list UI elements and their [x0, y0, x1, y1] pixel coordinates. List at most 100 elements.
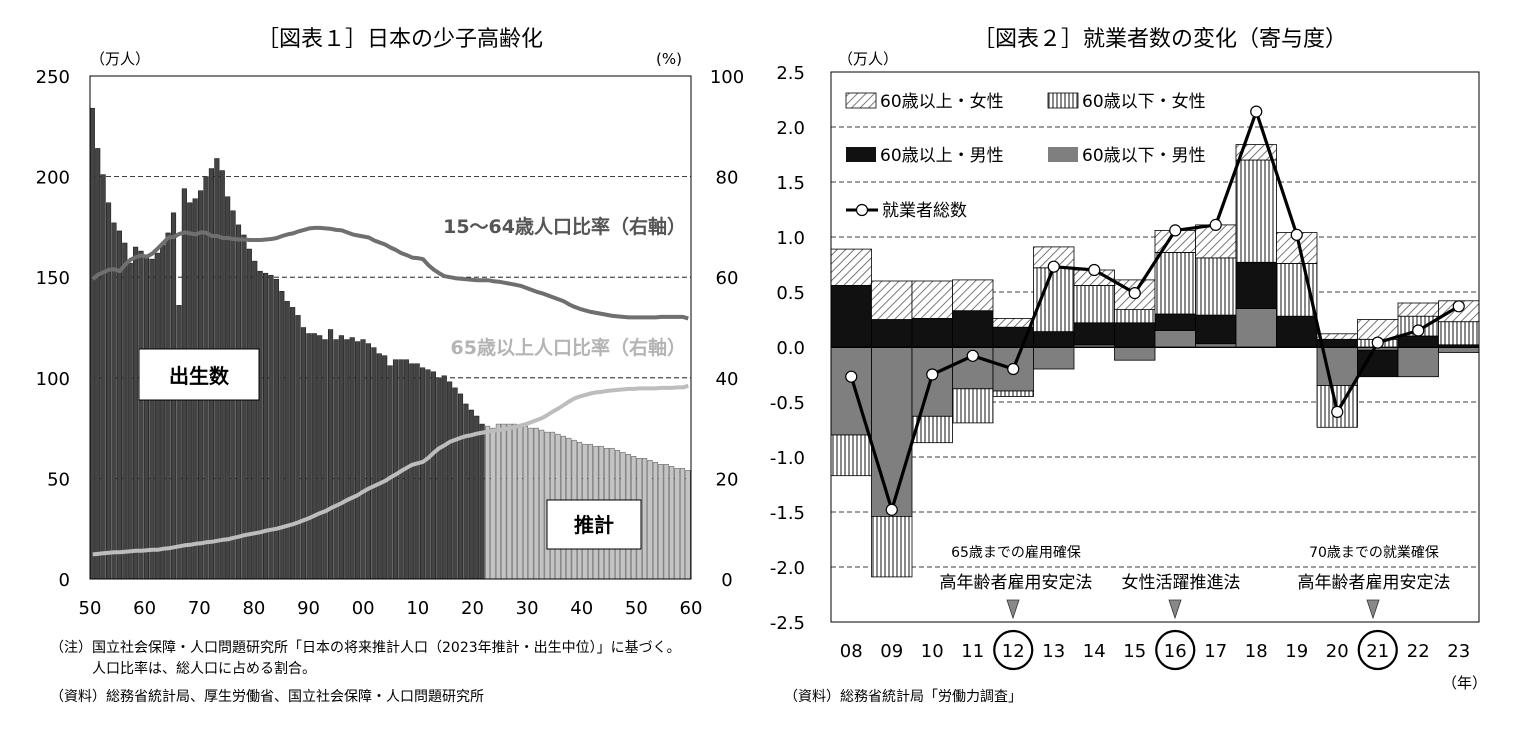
chart2-x-tick-label: 13: [1042, 641, 1065, 662]
birth-bar: [154, 252, 160, 580]
chart1-left-tick-label: 150: [36, 268, 70, 289]
chart1-plot-frame: [89, 75, 692, 580]
chart1-left-tick-label: 50: [47, 469, 70, 490]
birth-bar: [317, 335, 323, 580]
birth-bar: [149, 258, 155, 580]
chart2-y-tick-label: 2.5: [776, 63, 805, 84]
chart1-right-tick-label: 20: [716, 469, 739, 490]
chart2-x-tick-label: 17: [1204, 641, 1227, 662]
chart1-note-2: 人口比率は、総人口に占める割合。: [50, 660, 316, 677]
birth-bar: [284, 301, 290, 580]
chart2-x-tick-label: 08: [840, 641, 863, 662]
legend-swatch-under60-female: [1047, 92, 1079, 109]
chart2-x-tick-label: 15: [1123, 641, 1146, 662]
chart2-y-tick-label: 0.0: [776, 338, 805, 359]
stacked-bar-segment: [871, 280, 913, 320]
stacked-bar-segment: [830, 434, 872, 477]
births-label: 出生数: [169, 364, 230, 388]
total-employment-marker: [1290, 228, 1303, 241]
stacked-bar-segment: [992, 317, 1034, 328]
chart1-note-1: （注）国立社会保障・人口問題研究所「日本の将来推計人口（2023年推計・出生中位…: [50, 639, 681, 656]
total-employment-marker: [1250, 105, 1263, 118]
stacked-bar-segment: [1357, 349, 1399, 378]
total-employment-marker: [1128, 287, 1141, 300]
chart2-x-highlight-circle: [1155, 629, 1196, 671]
stacked-bar-segment: [952, 388, 994, 424]
annotation-3-marker: [1366, 599, 1380, 620]
chart2-y-tick-label: 1.0: [776, 228, 805, 249]
chart2-unit: （万人）: [838, 50, 898, 68]
birth-bar: [517, 425, 523, 580]
chart1-x-tick-label: 40: [570, 598, 593, 619]
birth-bar: [679, 468, 686, 580]
stacked-bar-segment: [1033, 331, 1075, 348]
birth-bar: [273, 278, 279, 580]
chart2-title: ［図表２］就業者数の変化（寄与度）: [973, 27, 1347, 52]
stacked-bar-segment: [911, 280, 953, 319]
stacked-bar-segment: [871, 516, 913, 578]
total-employment-marker: [1331, 405, 1344, 418]
birth-bar: [327, 329, 334, 580]
stacked-bar-segment: [1195, 314, 1237, 345]
stacked-bar-segment: [830, 248, 872, 286]
chart2-y-tick-label: -2.5: [770, 613, 805, 634]
chart2-plot-frame: [830, 71, 1480, 623]
stacked-bar-segment: [1357, 319, 1399, 340]
chart2-x-tick-label: 11: [961, 641, 984, 662]
birth-bar: [376, 353, 382, 580]
legend-label-under60-female: 60歳以下・女性: [1082, 92, 1206, 112]
legend-swatch-under60-male: [1048, 147, 1078, 162]
chart1-x-tick-label: 80: [242, 598, 265, 619]
legend-label-senior-male: 60歳以上・男性: [880, 146, 1004, 166]
stacked-bar-segment: [1276, 315, 1318, 348]
chart2-x-tick-label: 14: [1083, 641, 1106, 662]
chart2-x-tick-label: 16: [1164, 641, 1187, 662]
total-employment-line: [849, 109, 1460, 512]
birth-bar: [295, 315, 301, 580]
chart2-y-ticks: 2.5 2.0 1.5 1.0 0.5 0.0 -0.5 -1.0 -1.5 -2.0 -2.5: [770, 63, 805, 634]
birth-bar: [105, 202, 112, 580]
birth-bar: [246, 248, 252, 580]
chart1-left-tick-label: 200: [36, 168, 70, 189]
birth-bar: [539, 429, 545, 580]
birth-bar: [235, 224, 242, 580]
annotation-2-main: 女性活躍推進法: [1122, 573, 1241, 593]
birth-bar: [463, 403, 469, 580]
birth-bar: [430, 371, 436, 580]
stacked-bar-segment: [1154, 330, 1196, 348]
chart2-x-tick-label: 23: [1447, 641, 1470, 662]
stacked-bar-segment: [1154, 313, 1196, 331]
total-employment-marker: [1007, 362, 1020, 376]
chart2-stacked-bars: [830, 144, 1480, 578]
chart2-y-tick-label: -1.5: [770, 503, 805, 524]
birth-bar: [409, 363, 415, 580]
chart2-x-unit: （年）: [1442, 674, 1487, 692]
chart1-x-tick-label: 90: [297, 598, 320, 619]
chart1-x-tick-label: 30: [516, 598, 539, 619]
birth-bar: [387, 365, 393, 580]
chart1-right-tick-label: 100: [710, 67, 744, 88]
stacked-bar-segment: [911, 317, 953, 348]
ratio-line: [92, 383, 689, 557]
stacked-bar-segment: [1276, 262, 1318, 317]
birth-bar: [457, 393, 464, 580]
birth-bar: [425, 369, 431, 580]
birth-bar: [436, 377, 442, 580]
annotation-1-small: 65歳までの雇用確保: [951, 544, 1081, 561]
chart2-x-highlight-circle: [1357, 629, 1398, 671]
birth-bar: [495, 423, 501, 580]
total-employment-marker: [1047, 260, 1060, 273]
birth-bar: [306, 333, 312, 580]
birth-bar: [382, 355, 388, 580]
chart2-total-line: [845, 105, 1465, 516]
chart1-x-tick-label: 20: [461, 598, 484, 619]
birth-bar: [160, 244, 166, 580]
birth-bar: [441, 375, 447, 580]
chart2-x-tick-label: 22: [1407, 641, 1430, 662]
birth-bar: [300, 327, 307, 580]
total-employment-marker: [1169, 224, 1182, 237]
annotation-2-marker: [1168, 599, 1182, 620]
stacked-bar-segment: [1397, 302, 1439, 317]
legend-label-under60-male: 60歳以下・男性: [1082, 146, 1206, 166]
